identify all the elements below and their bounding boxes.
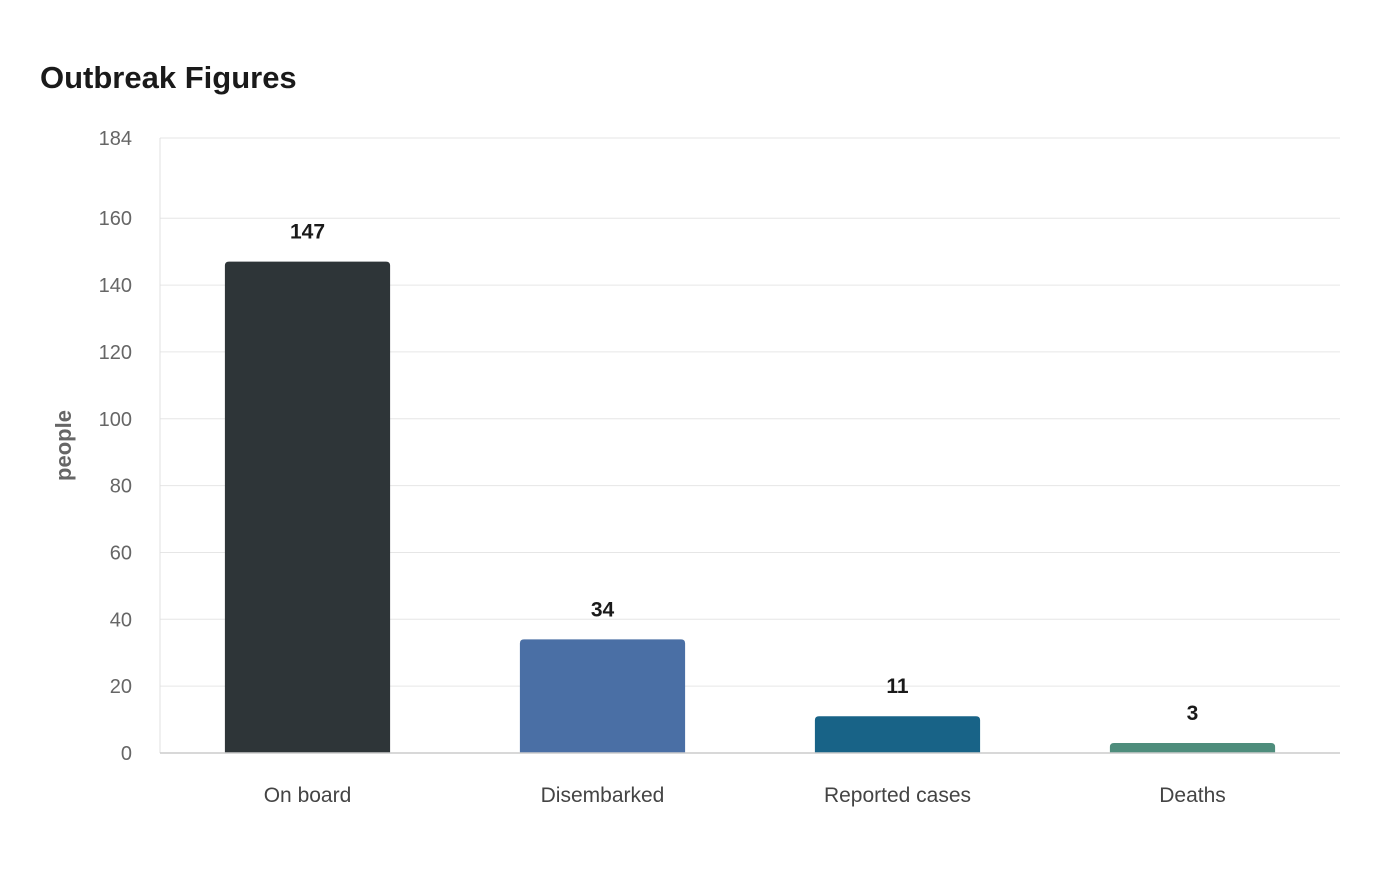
data-label: 147 [290, 221, 325, 244]
x-tick-label: Reported cases [824, 784, 971, 807]
y-tick-label: 0 [121, 743, 132, 765]
bar-0 [224, 261, 391, 753]
x-tick-label: Deaths [1159, 784, 1226, 807]
y-tick-label: 140 [99, 275, 132, 297]
data-label: 3 [1187, 702, 1199, 725]
y-tick-label: 20 [110, 676, 132, 698]
bar-2 [814, 716, 981, 753]
x-tick-label: Disembarked [541, 784, 665, 807]
y-tick-label: 120 [99, 342, 132, 364]
bar-1 [519, 639, 686, 753]
data-label: 11 [886, 675, 909, 698]
bar-3 [1109, 742, 1276, 753]
y-tick-label: 80 [110, 476, 132, 498]
x-tick-label: On board [264, 784, 352, 807]
data-label: 34 [591, 598, 615, 621]
y-tick-label: 160 [99, 208, 132, 230]
y-tick-label: 100 [99, 409, 132, 431]
y-tick-label: 40 [110, 609, 132, 631]
chart-title: Outbreak Figures [40, 60, 297, 95]
y-tick-label: 184 [99, 128, 132, 150]
y-axis-title: people [51, 410, 76, 481]
y-tick-label: 60 [110, 542, 132, 564]
